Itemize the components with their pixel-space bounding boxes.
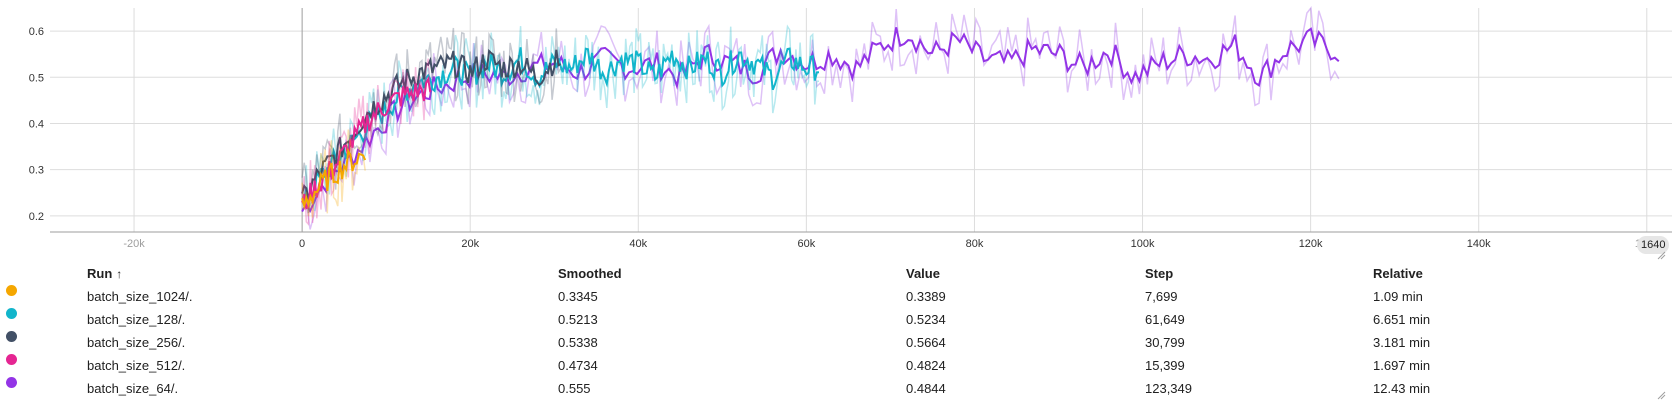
step-value: 15,399: [1145, 358, 1185, 373]
run-header-label: Run: [87, 266, 113, 281]
relative-time: 1.697 min: [1373, 358, 1431, 373]
hover-step-badge: 1640: [1637, 236, 1670, 254]
table-row[interactable]: batch_size_1024/. 0.3345 0.3389 7,699 1.09 m…: [0, 285, 1672, 308]
y-tick-label: 0.2: [29, 211, 44, 223]
column-header-step[interactable]: Step: [1145, 266, 1174, 281]
run-name: batch_size_256/.: [87, 335, 186, 350]
y-tick-label: 0.6: [29, 26, 44, 38]
series-line-batch-size-256: [301, 48, 562, 200]
column-header-relative[interactable]: Relative: [1373, 266, 1423, 281]
runs-table: Run ↑ Smoothed Value Step Relative batch_…: [0, 262, 1672, 400]
step-value: 30,799: [1145, 335, 1185, 350]
x-tick-label: 140k: [1467, 238, 1491, 250]
raw-value: 0.5234: [906, 312, 946, 327]
column-header-smoothed[interactable]: Smoothed: [558, 266, 622, 281]
table-body: batch_size_1024/. 0.3345 0.3389 7,699 1.09 m…: [0, 285, 1672, 400]
run-name: batch_size_128/.: [87, 312, 186, 327]
column-header-run[interactable]: Run ↑: [87, 262, 122, 286]
table-row[interactable]: batch_size_64/. 0.555 0.4844 123,349 12.43 m…: [0, 377, 1672, 400]
step-value: 7,699: [1145, 289, 1178, 304]
series-line-batch-size-1024: [301, 147, 367, 210]
x-tick-label: 40k: [629, 238, 647, 250]
run-name: batch_size_64/.: [87, 381, 179, 396]
run-name: batch_size_512/.: [87, 358, 186, 373]
x-tick-label: 60k: [797, 238, 815, 250]
table-row[interactable]: batch_size_128/. 0.5213 0.5234 61,649 6.651 …: [0, 308, 1672, 331]
raw-value: 0.3389: [906, 289, 946, 304]
relative-time: 12.43 min: [1373, 381, 1431, 396]
y-tick-label: 0.4: [29, 118, 44, 130]
run-color-dot-icon: [6, 354, 17, 365]
chart-resize-handle-icon[interactable]: [1656, 250, 1666, 260]
relative-time: 6.651 min: [1373, 312, 1431, 327]
x-tick-label: 100k: [1131, 238, 1155, 250]
step-value: 61,649: [1145, 312, 1185, 327]
column-header-value[interactable]: Value: [906, 266, 940, 281]
line-chart[interactable]: 0.2 0.3 0.4 0.5 0.6 -20k 0 20k 40k 60k 80k 100k 120k…: [0, 0, 1672, 250]
table-row[interactable]: batch_size_512/. 0.4734 0.4824 15,399 1.697 …: [0, 354, 1672, 377]
x-tick-label: -20k: [123, 238, 145, 250]
step-value: 123,349: [1145, 381, 1192, 396]
table-header-row: Run ↑ Smoothed Value Step Relative: [0, 262, 1672, 285]
x-tick-label: 20k: [461, 238, 479, 250]
chart-area[interactable]: 0.2 0.3 0.4 0.5 0.6 -20k 0 20k 40k 60k 80k 100k 120k…: [0, 0, 1672, 260]
relative-time: 3.181 min: [1373, 335, 1431, 350]
run-color-dot-icon: [6, 308, 17, 319]
raw-value: 0.4844: [906, 381, 946, 396]
run-color-dot-icon: [6, 377, 17, 388]
x-tick-label: 80k: [966, 238, 984, 250]
smoothed-value: 0.4734: [558, 358, 598, 373]
run-name: batch_size_1024/.: [87, 289, 193, 304]
x-tick-label: 120k: [1299, 238, 1323, 250]
relative-time: 1.09 min: [1373, 289, 1423, 304]
y-tick-label: 0.5: [29, 72, 44, 84]
smoothed-value: 0.5338: [558, 335, 598, 350]
run-color-dot-icon: [6, 331, 17, 342]
series-line-batch-size-128: [302, 47, 820, 206]
run-color-dot-icon: [6, 285, 17, 296]
smoothed-value: 0.555: [558, 381, 591, 396]
smoothed-value: 0.3345: [558, 289, 598, 304]
sort-ascending-icon[interactable]: ↑: [116, 267, 123, 281]
raw-value: 0.4824: [906, 358, 946, 373]
x-tick-label: 0: [299, 238, 305, 250]
table-row[interactable]: batch_size_256/. 0.5338 0.5664 30,799 3.181 …: [0, 331, 1672, 354]
table-resize-handle-icon[interactable]: [1656, 390, 1666, 400]
smoothed-value: 0.5213: [558, 312, 598, 327]
raw-value: 0.5664: [906, 335, 946, 350]
y-tick-label: 0.3: [29, 165, 44, 177]
series-raw-line: [301, 129, 366, 218]
